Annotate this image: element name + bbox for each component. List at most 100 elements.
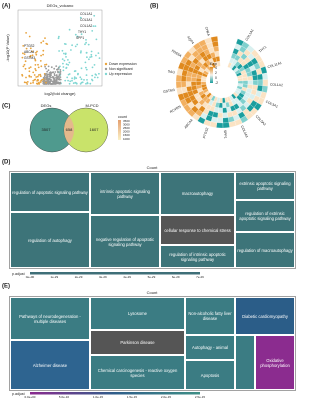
volcano-point — [34, 68, 37, 70]
volcano-point — [53, 73, 56, 75]
volcano-point — [58, 35, 60, 38]
volcano-point — [67, 64, 70, 66]
volcano-point — [45, 42, 48, 45]
treemap-box: Diabetic cardiomyopathy — [235, 297, 295, 335]
volcano-point — [85, 74, 88, 76]
volcano-point — [39, 81, 42, 83]
legend-tick: 2 — [215, 71, 217, 75]
treemap-box: Pathways of neurodegeneration - multiple… — [10, 297, 90, 340]
gene-label: PTGS2 — [24, 44, 35, 48]
heat-cell — [216, 122, 224, 129]
gene-label: ABCA4 — [184, 118, 194, 129]
volcano-point — [65, 63, 68, 66]
volcano-point — [22, 45, 25, 47]
volcano-point — [42, 53, 44, 56]
volcano-point — [61, 58, 64, 60]
gene-label: SAG — [167, 69, 175, 74]
volcano-point — [37, 79, 40, 81]
treemap-title: Count — [147, 290, 159, 295]
treemap-box: regulation of intrinsic apoptotic signal… — [160, 245, 235, 268]
treemap-box: cellular response to chemical stress — [160, 215, 235, 245]
treemap-filler — [235, 335, 255, 390]
volcano-point — [32, 71, 35, 74]
volcano-point — [22, 52, 24, 55]
volcano-point — [65, 56, 67, 58]
volcano-point — [95, 54, 97, 57]
volcano-point — [26, 81, 29, 83]
legend-tick: 1500 — [123, 133, 130, 137]
volcano-point — [83, 79, 85, 81]
heat-cell — [242, 80, 249, 85]
treemap-frame — [9, 296, 296, 391]
legend-label: Non significant — [109, 67, 133, 71]
treemap-box: negative regulation of apoptotic signali… — [90, 215, 160, 268]
treemap-frame — [9, 171, 296, 269]
panel-label: (E) — [2, 284, 10, 290]
volcano-point — [64, 52, 67, 55]
treemap-box: Parkinson disease — [90, 330, 185, 355]
volcano-point — [28, 74, 31, 77]
volcano-point — [36, 83, 39, 85]
legend-tick: 5.0e-16 — [59, 395, 70, 399]
volcano-point — [25, 81, 28, 84]
volcano-point — [44, 37, 46, 39]
volcano-point — [65, 67, 68, 69]
volcano-point — [94, 25, 97, 27]
volcano-point — [53, 67, 56, 70]
volcano-point — [55, 80, 58, 82]
volcano-point — [42, 76, 45, 79]
gene-label: COL3A1 — [265, 100, 279, 109]
heat-cell — [247, 80, 254, 85]
heat-cell — [185, 76, 192, 82]
gene-label: ABCA4 — [24, 50, 35, 54]
treemap-box: Oxidative phosphorylation — [255, 335, 295, 390]
legend-tick: 2.5e-15 — [195, 395, 206, 399]
heat-cell — [262, 79, 269, 87]
panel-label: (C) — [2, 104, 10, 110]
volcano-point — [30, 76, 32, 78]
volcano-point — [33, 79, 36, 81]
volcano-point — [59, 73, 62, 75]
volcano-point — [37, 66, 40, 69]
legend-tick: 1.5e-15 — [127, 395, 138, 399]
volcano-point — [46, 70, 49, 73]
volcano-point — [52, 75, 54, 78]
volcano-point — [96, 76, 99, 79]
volcano-point — [24, 67, 27, 70]
legend-title: Exp — [210, 61, 218, 66]
x-axis-label: log2(fold change) — [45, 91, 77, 96]
volcano-point — [86, 79, 88, 81]
heat-cell — [222, 117, 229, 124]
volcano-point — [91, 74, 94, 77]
volcano-point — [25, 76, 27, 79]
volcano-point — [76, 43, 79, 46]
volcano-point — [42, 40, 45, 42]
legend-tick: 3e-29 — [99, 275, 107, 279]
legend-swatch — [104, 62, 108, 66]
volcano-point — [45, 67, 47, 70]
volcano-point — [35, 69, 37, 72]
gene-label: GSTM3 — [24, 56, 35, 60]
volcano-point — [72, 82, 75, 85]
legend-bar — [30, 272, 200, 275]
heat-cell — [185, 81, 192, 87]
volcano-point — [50, 72, 52, 75]
volcano-point — [71, 77, 73, 80]
volcano-point — [49, 76, 52, 78]
volcano-point — [91, 30, 94, 32]
volcano-point — [32, 81, 34, 84]
heat-cell — [222, 112, 229, 119]
volcano-point — [73, 78, 76, 80]
legend-label: Up expression — [109, 72, 132, 76]
legend-bar — [30, 392, 200, 395]
volcano-point — [61, 49, 64, 52]
volcano-point — [84, 43, 86, 46]
volcano-point — [74, 45, 77, 48]
volcano-point — [29, 66, 32, 68]
heat-cell — [180, 75, 187, 82]
volcano-point — [22, 65, 25, 68]
volcano-point — [58, 75, 61, 77]
volcano-point — [94, 76, 96, 79]
volcano-point — [40, 54, 42, 57]
legend-swatch — [104, 72, 108, 76]
